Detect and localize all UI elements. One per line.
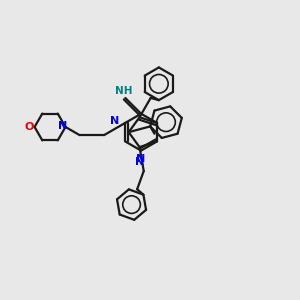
Text: N: N — [110, 116, 119, 127]
Text: N: N — [136, 154, 146, 164]
Text: N: N — [58, 122, 68, 131]
Text: N: N — [135, 157, 144, 166]
Text: O: O — [25, 122, 34, 132]
Text: NH: NH — [115, 86, 133, 97]
